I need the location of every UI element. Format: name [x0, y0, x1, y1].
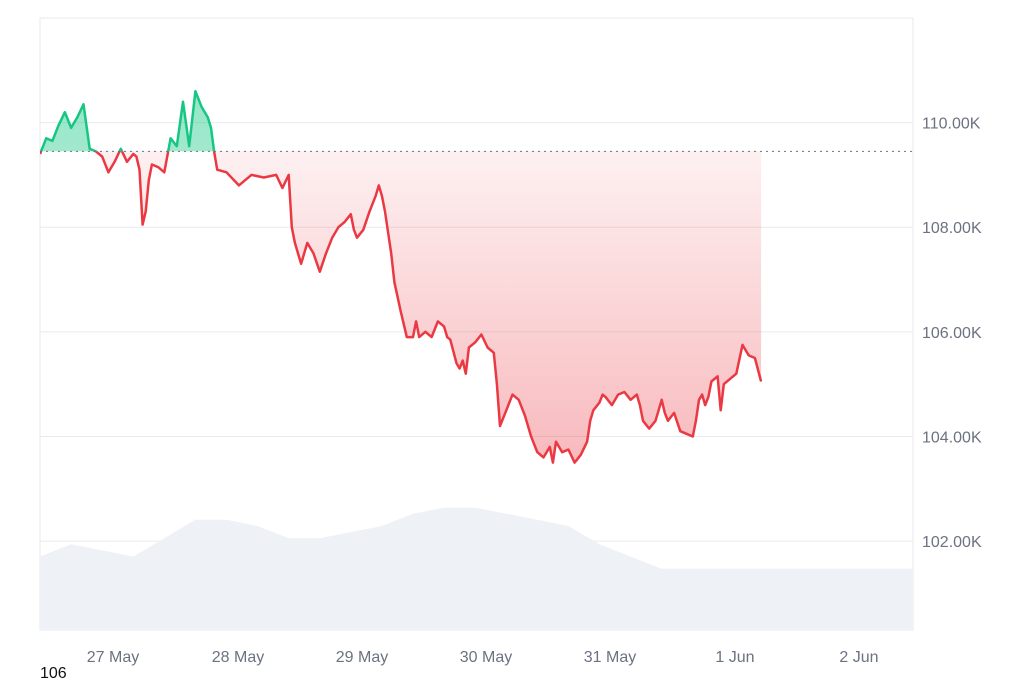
- x-tick-label: 1 Jun: [715, 649, 754, 666]
- y-tick-label: 102.00K: [922, 534, 982, 551]
- area-below-baseline: [40, 151, 762, 463]
- line-below-baseline: [40, 151, 763, 464]
- y-tick-label: 106.00K: [922, 325, 982, 342]
- y-tick-label: 110.00K: [922, 116, 981, 133]
- price-line: [40, 89, 763, 464]
- price-fill: [40, 91, 762, 463]
- x-tick-label: 27 May: [87, 649, 139, 666]
- x-tick-label: 31 May: [584, 649, 636, 666]
- corner-label: 106: [40, 665, 67, 682]
- y-tick-label: 104.00K: [922, 429, 982, 446]
- volume-area-shape: [40, 507, 913, 630]
- x-tick-label: 29 May: [336, 649, 388, 666]
- volume-area: [40, 507, 913, 630]
- x-tick-label: 30 May: [460, 649, 512, 666]
- x-tick-label: 28 May: [212, 649, 264, 666]
- area-above-baseline: [41, 91, 215, 152]
- x-axis-ticks: 27 May 28 May 29 May 30 May 31 May 1 Jun 2 Jun: [87, 649, 879, 666]
- y-tick-label: 108.00K: [922, 220, 982, 237]
- y-axis-ticks: 102.00K 104.00K 106.00K 108.00K 110.00K: [922, 116, 982, 551]
- x-tick-label: 2 Jun: [839, 649, 878, 666]
